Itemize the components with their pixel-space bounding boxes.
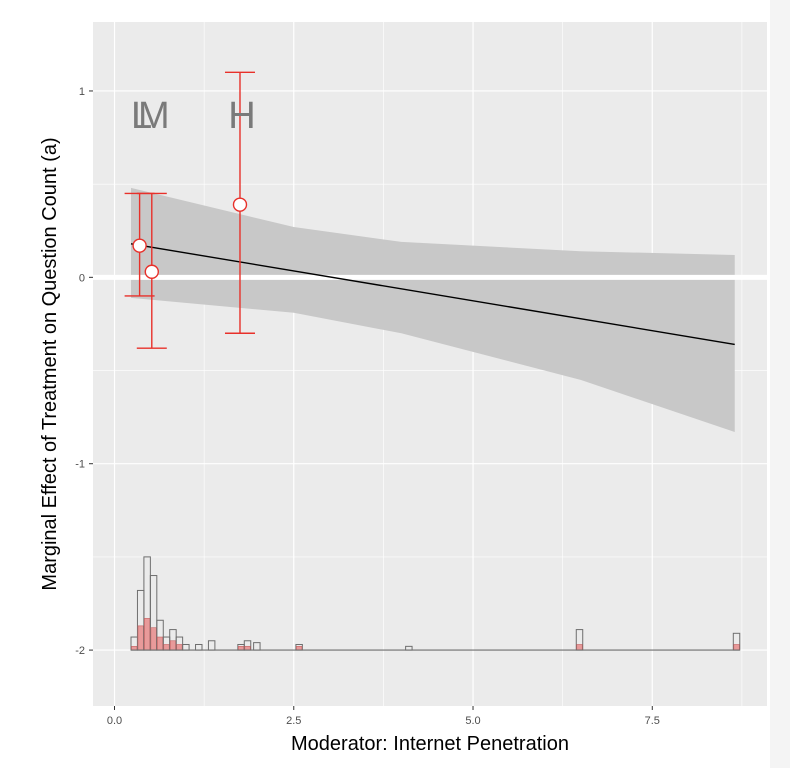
y-tick-label: -2	[75, 645, 85, 657]
x-axis-title: Moderator: Internet Penetration	[291, 733, 569, 755]
histogram-bar-treated	[169, 640, 176, 651]
histogram-bar-treated	[137, 625, 144, 651]
bin-estimate-point-M	[144, 264, 159, 279]
bin-estimate-point-L	[132, 238, 147, 253]
y-tick-label: 0	[79, 272, 85, 284]
bin-estimates	[124, 71, 255, 349]
histogram-bar-treated	[733, 644, 740, 651]
y-axis-title: Marginal Effect of Treatment on Question…	[39, 137, 61, 590]
histogram-bar-treated	[144, 618, 151, 651]
fitted-line-segment	[130, 243, 735, 346]
histogram-bar-treated	[176, 644, 183, 651]
x-tick-label: 5.0	[465, 715, 480, 727]
fitted-line	[130, 243, 735, 346]
histogram	[130, 556, 741, 651]
y-tick-label: 1	[79, 86, 85, 98]
histogram-bar-treated	[163, 644, 170, 651]
bin-labels: LM H	[131, 95, 257, 137]
x-tick-label: 2.5	[286, 715, 301, 727]
confidence-band	[131, 187, 735, 433]
bin-label-H: H	[228, 95, 253, 137]
bin-estimate-point-H	[232, 197, 248, 212]
y-tick-label: -1	[75, 459, 85, 471]
histogram-bar-treated	[157, 636, 164, 651]
x-tick-label: 0.0	[107, 715, 122, 727]
histogram-bar-treated	[576, 644, 583, 651]
axes: 0.0 2.5 5.0 7.5 -2 -1 0 1	[75, 86, 660, 727]
histogram-bar-treated	[150, 627, 157, 651]
bin-label-M: M	[138, 95, 167, 137]
x-tick-label: 7.5	[645, 715, 660, 727]
confidence-band-area	[131, 187, 735, 433]
window-edge-strip	[770, 0, 790, 768]
